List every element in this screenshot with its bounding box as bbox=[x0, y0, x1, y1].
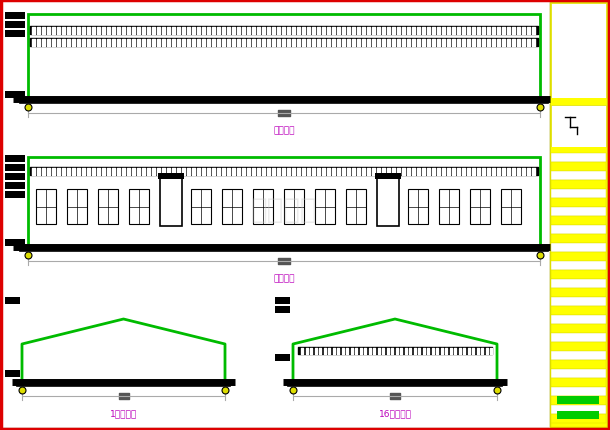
Bar bbox=[551, 172, 606, 181]
Bar bbox=[501, 190, 521, 224]
Bar bbox=[551, 208, 606, 216]
Bar bbox=[551, 261, 606, 270]
Bar bbox=[551, 342, 606, 351]
Bar bbox=[551, 324, 606, 333]
Bar bbox=[284, 190, 304, 224]
Bar bbox=[28, 158, 540, 247]
Bar bbox=[551, 378, 606, 387]
Bar bbox=[408, 190, 428, 224]
Text: 纵立面图: 纵立面图 bbox=[273, 273, 295, 283]
Bar bbox=[275, 354, 290, 361]
Bar bbox=[28, 15, 540, 100]
Bar bbox=[551, 396, 606, 405]
Bar bbox=[551, 306, 606, 315]
Bar bbox=[551, 234, 606, 243]
Bar bbox=[5, 240, 25, 246]
Bar bbox=[5, 174, 25, 181]
Bar bbox=[551, 297, 606, 306]
Bar bbox=[551, 216, 606, 225]
Bar bbox=[551, 154, 606, 163]
Bar bbox=[5, 13, 25, 20]
Bar bbox=[551, 360, 606, 369]
Bar bbox=[470, 190, 490, 224]
Bar bbox=[5, 92, 25, 99]
Bar bbox=[551, 252, 606, 261]
Bar bbox=[551, 414, 606, 423]
Bar bbox=[557, 396, 599, 404]
Bar bbox=[3, 3, 549, 427]
Bar bbox=[98, 190, 118, 224]
Bar bbox=[551, 147, 606, 154]
Text: 顶柱立面: 顶柱立面 bbox=[273, 126, 295, 135]
Bar bbox=[129, 190, 149, 224]
Bar bbox=[551, 387, 606, 396]
Bar bbox=[557, 411, 599, 419]
Bar bbox=[551, 225, 606, 234]
Text: 16轴立面图: 16轴立面图 bbox=[378, 408, 412, 417]
Bar bbox=[377, 178, 399, 227]
Bar bbox=[36, 190, 56, 224]
Bar bbox=[551, 369, 606, 378]
Text: 土木在线: 土木在线 bbox=[251, 196, 317, 224]
Bar bbox=[275, 297, 290, 304]
Bar bbox=[160, 178, 182, 227]
Bar bbox=[375, 174, 401, 180]
Bar bbox=[275, 306, 290, 313]
Bar bbox=[5, 31, 25, 38]
Bar bbox=[158, 174, 184, 180]
Bar bbox=[551, 99, 606, 106]
Bar bbox=[551, 270, 606, 280]
Bar bbox=[5, 191, 25, 199]
Bar bbox=[5, 370, 20, 377]
Bar bbox=[5, 156, 25, 163]
Bar bbox=[551, 199, 606, 208]
Bar bbox=[346, 190, 366, 224]
Bar bbox=[315, 190, 335, 224]
Bar bbox=[551, 289, 606, 297]
Bar bbox=[551, 190, 606, 199]
Text: 1轴立面图: 1轴立面图 bbox=[110, 408, 137, 417]
Bar bbox=[191, 190, 211, 224]
Bar bbox=[551, 163, 606, 172]
Bar bbox=[253, 190, 273, 224]
Bar bbox=[5, 165, 25, 172]
Bar bbox=[551, 405, 606, 414]
Bar bbox=[5, 22, 25, 29]
Bar bbox=[551, 243, 606, 252]
Bar bbox=[5, 297, 20, 304]
Bar bbox=[551, 315, 606, 324]
Bar bbox=[5, 183, 25, 190]
Bar bbox=[67, 190, 87, 224]
Bar bbox=[551, 351, 606, 360]
Bar bbox=[551, 333, 606, 342]
Bar bbox=[551, 106, 606, 147]
Bar bbox=[551, 181, 606, 190]
Bar bbox=[551, 4, 606, 99]
Bar bbox=[439, 190, 459, 224]
Bar bbox=[222, 190, 242, 224]
Bar bbox=[550, 3, 607, 427]
Bar bbox=[551, 280, 606, 289]
